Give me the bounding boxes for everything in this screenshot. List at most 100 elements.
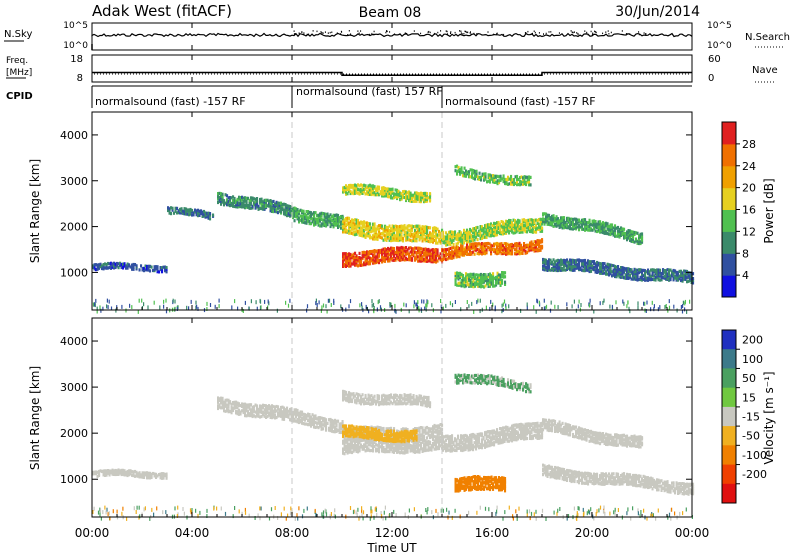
power-cell	[443, 250, 446, 254]
power-cell	[478, 277, 481, 281]
power-cell	[552, 218, 555, 222]
velocity-cell	[328, 428, 331, 432]
power-cell	[354, 255, 357, 260]
power-cell	[319, 212, 322, 216]
power-cell	[485, 227, 488, 231]
power-cell	[473, 227, 476, 231]
power-cell	[375, 187, 378, 191]
power-cell	[647, 278, 650, 282]
noise-spike	[527, 30, 529, 33]
velocity-cell	[256, 406, 259, 410]
power-cell	[460, 272, 463, 276]
power-cell	[615, 270, 618, 274]
power-cell	[632, 270, 635, 274]
velocity-cell	[242, 410, 245, 415]
power-cell	[143, 302, 145, 307]
power-cell	[417, 248, 420, 252]
power-cell	[503, 222, 506, 226]
power-cell	[466, 276, 469, 280]
power-cell	[572, 258, 575, 262]
power-cell	[143, 269, 146, 273]
velocity-cell	[420, 445, 423, 449]
power-cell	[573, 264, 576, 268]
power-cell	[449, 246, 452, 250]
velocity-cell	[314, 425, 317, 429]
power-cell	[254, 199, 257, 203]
power-cell	[560, 261, 563, 265]
power-cell	[569, 258, 572, 262]
power-cell	[326, 218, 329, 222]
power-cell	[370, 251, 373, 256]
power-cell	[393, 252, 396, 257]
velocity-cell	[239, 410, 242, 414]
power-cell	[588, 263, 591, 267]
velocity-cell	[122, 468, 125, 472]
power-cell	[358, 221, 361, 225]
power-cell	[501, 303, 503, 308]
power-cell	[247, 204, 250, 208]
power-cell	[372, 260, 375, 264]
power-cell	[179, 207, 182, 211]
velocity-cell	[221, 399, 224, 403]
power-cell	[346, 216, 349, 220]
power-cell	[433, 234, 436, 238]
velocity-cell	[369, 426, 372, 430]
power-cell	[639, 275, 642, 279]
power-cell	[162, 265, 165, 269]
power-cell	[572, 268, 575, 272]
power-cell	[429, 226, 432, 230]
velocity-cell	[292, 412, 295, 417]
power-cell	[342, 216, 345, 220]
power-cell	[474, 174, 477, 178]
velocity-cell	[320, 421, 323, 425]
power-cell	[557, 223, 560, 227]
velocity-cell	[299, 418, 302, 422]
power-cell	[660, 272, 663, 276]
power-cell	[460, 250, 463, 255]
power-cell	[476, 244, 479, 248]
power-cell	[484, 276, 487, 280]
power-cell	[233, 196, 236, 201]
power-cell	[408, 233, 411, 237]
power-cell	[641, 276, 644, 280]
velocity-cell	[355, 445, 358, 449]
power-cell	[369, 256, 372, 260]
power-cell	[141, 266, 144, 271]
power-cell	[494, 226, 497, 230]
power-cell	[432, 248, 435, 252]
power-cell	[538, 218, 541, 222]
power-cell	[349, 231, 352, 235]
power-cell	[497, 220, 500, 225]
power-cell	[207, 216, 210, 220]
power-cell	[409, 224, 412, 228]
power-cell	[295, 215, 298, 219]
velocity-cell	[102, 473, 105, 477]
power-cell	[286, 211, 289, 215]
power-cell	[620, 268, 623, 272]
power-cell	[477, 298, 479, 303]
velocity-cell	[427, 431, 430, 436]
velocity-cell	[238, 402, 241, 406]
power-cell	[668, 272, 671, 276]
power-cell	[582, 262, 585, 266]
power-cell	[254, 203, 257, 207]
power-cell	[415, 226, 418, 230]
power-cell	[259, 197, 262, 202]
velocity-cell	[372, 444, 375, 448]
power-cell	[612, 230, 615, 234]
power-cell	[381, 186, 384, 190]
velocity-cell	[421, 429, 424, 433]
power-cell	[575, 221, 578, 226]
power-cell	[290, 209, 293, 213]
power-cell	[316, 217, 319, 221]
power-cell	[391, 235, 394, 239]
velocity-cell	[338, 430, 341, 434]
velocity-cell	[421, 437, 424, 441]
power-cell	[348, 184, 351, 188]
power-cell	[394, 192, 397, 196]
power-cell	[675, 273, 678, 277]
power-cell	[320, 224, 323, 228]
power-cell	[396, 195, 399, 199]
power-cell	[409, 246, 412, 250]
power-cell	[493, 223, 496, 227]
